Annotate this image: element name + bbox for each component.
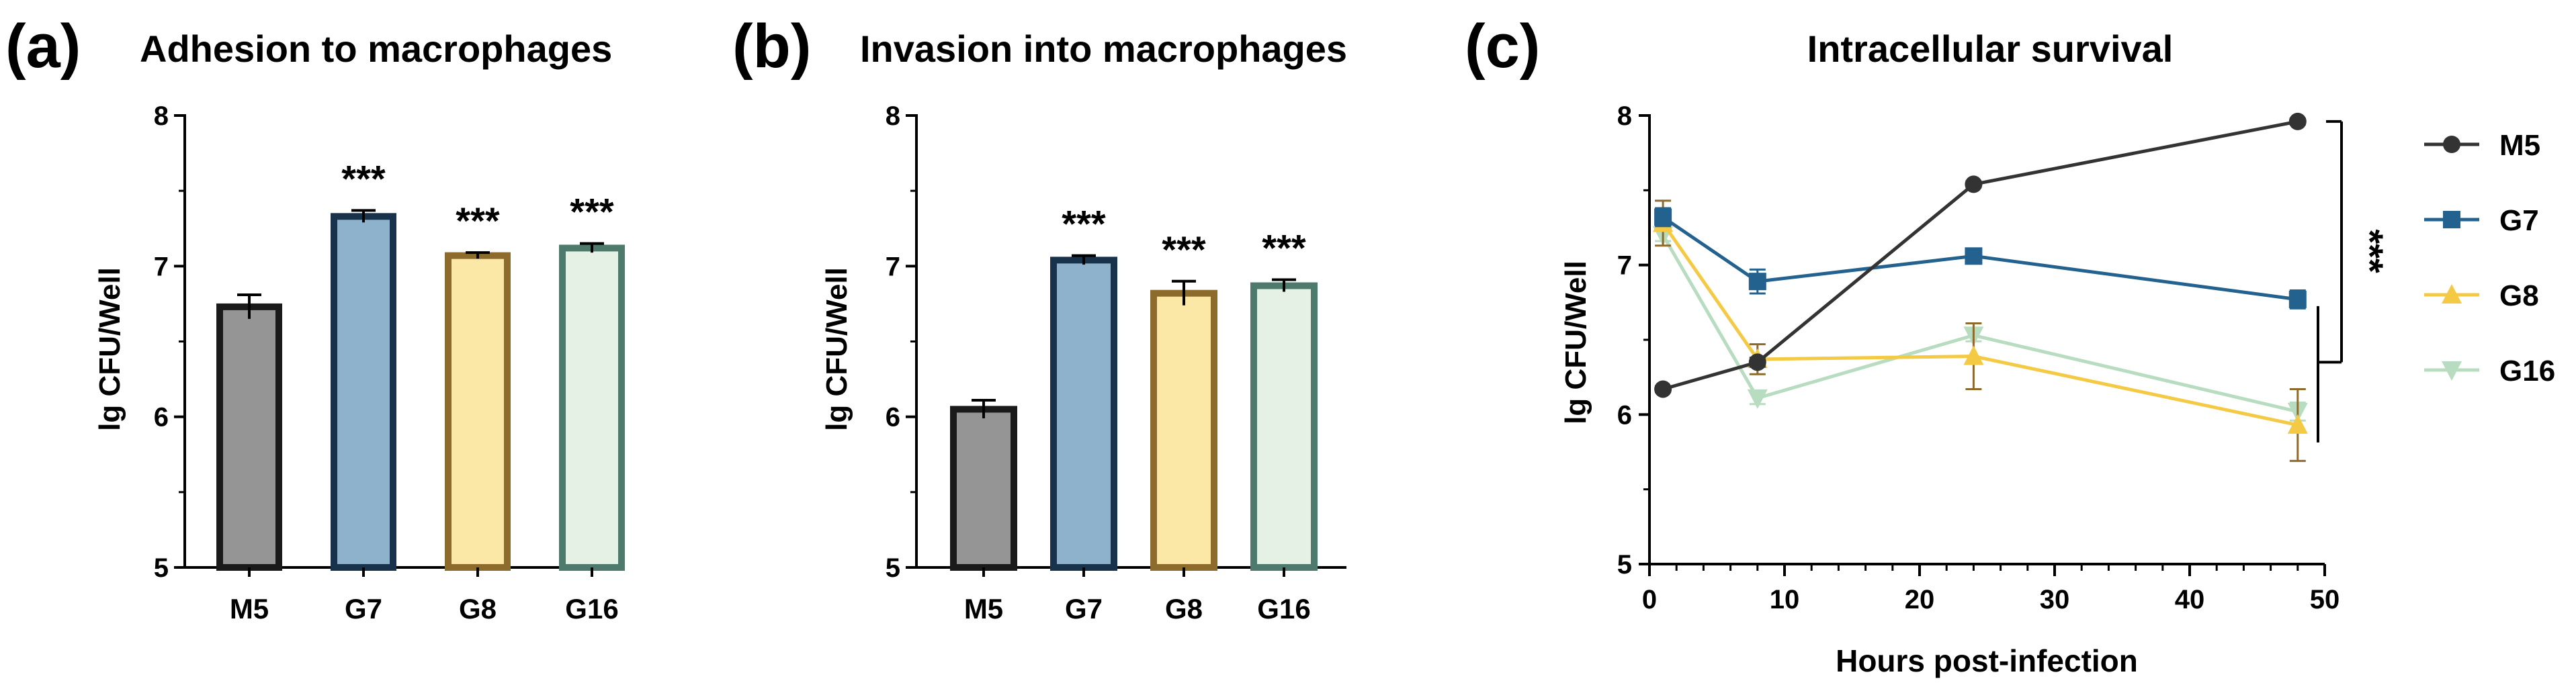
- panel-b-significance-marker: ***: [1062, 203, 1106, 245]
- panel-c-point-g7: [1654, 208, 1672, 226]
- panel-c-line-g16: [1661, 234, 2299, 414]
- panel-a-y-tick-label: 8: [154, 101, 169, 131]
- panel-c-x-axis-label: Hours post-infection: [1836, 643, 2138, 678]
- panel-b-label: (b): [732, 12, 811, 81]
- panel-a-category-label: M5: [230, 593, 269, 625]
- panel-a-y-axis-label: lg CFU/Well: [93, 267, 126, 431]
- panel-b-bar-g16: [1250, 282, 1318, 571]
- panel-a-adhesion: (a) Adhesion to macrophages lg CFU/Well …: [5, 12, 625, 625]
- panel-b-category-label: G7: [1065, 593, 1103, 625]
- panel-c-point-g7: [1748, 273, 1766, 291]
- panel-b-y-tick-label: 7: [886, 252, 900, 281]
- legend-label-g16: G16: [2499, 355, 2555, 387]
- panel-c-x-tick-label: 0: [1642, 585, 1657, 614]
- panel-c-point-g7: [1965, 247, 1983, 265]
- panel-b-bar-g8: [1150, 289, 1217, 571]
- panel-a-title: Adhesion to macrophages: [140, 28, 612, 70]
- panel-b-bar-g7: [1050, 257, 1117, 571]
- panel-c-x-tick-label: 30: [2040, 585, 2070, 614]
- panel-c-point-g8: [2287, 414, 2308, 434]
- panel-a-bar-m5: [216, 303, 282, 571]
- legend-marker-m5: [2443, 136, 2460, 153]
- panel-c-point-m5: [1748, 353, 1766, 371]
- panel-a-y-tick-label: 5: [154, 553, 169, 583]
- panel-c-point-m5: [2288, 112, 2307, 130]
- panel-c-line-g8: [1662, 222, 2299, 427]
- panel-b-invasion: (b) Invasion into macrophages lg CFU/Wel…: [732, 12, 1347, 625]
- panel-c-series-m5: [1654, 112, 2307, 398]
- panel-c-x-tick-label: 10: [1770, 585, 1800, 614]
- panel-a-category-label: G8: [459, 593, 497, 625]
- panel-b-y-axis-label: lg CFU/Well: [820, 267, 853, 431]
- panel-a-category-label: G7: [345, 593, 382, 625]
- panel-b-significance-marker: ***: [1262, 227, 1306, 269]
- panel-c-point-m5: [1654, 380, 1672, 398]
- panel-c-x-tick-label: 20: [1905, 585, 1935, 614]
- panel-b-y-tick-label: 8: [886, 101, 900, 131]
- panel-c-line-g7: [1662, 216, 2299, 302]
- panel-a-y-tick-label: 6: [154, 403, 169, 432]
- panel-c-legend: M5 G7 G8 G16: [2424, 129, 2555, 387]
- panel-b-category-label: M5: [964, 593, 1003, 625]
- panel-c-survival: (c) Intracellular survival lg CFU/Well H…: [1465, 12, 2555, 678]
- panel-a-bar-g7: [331, 213, 396, 571]
- panel-b-title: Invasion into macrophages: [860, 28, 1347, 70]
- panel-b-category-label: G16: [1257, 593, 1310, 625]
- panel-c-line-m5: [1662, 120, 2299, 391]
- panel-a-y-tick-label: 7: [154, 252, 169, 281]
- panel-c-series-g7: [1654, 207, 2307, 310]
- panel-c-significance: ***: [2349, 229, 2391, 273]
- panel-a-significance-marker: ***: [341, 157, 386, 199]
- panel-b-significance-marker: ***: [1162, 228, 1206, 271]
- panel-c-x-tick-label: 50: [2310, 585, 2340, 614]
- legend-marker-g8: [2442, 284, 2462, 304]
- panel-b-category-label: G8: [1165, 593, 1203, 625]
- panel-a-label: (a): [5, 12, 81, 81]
- legend-marker-g7: [2443, 211, 2460, 228]
- panel-b-y-tick-label: 5: [886, 553, 900, 583]
- legend-label-g8: G8: [2499, 279, 2539, 312]
- panel-b-bar-m5: [950, 406, 1017, 571]
- panel-c-label: (c): [1465, 12, 1540, 81]
- panel-c-title: Intracellular survival: [1807, 28, 2174, 70]
- panel-a-bar-g8: [445, 252, 511, 571]
- panel-c-y-tick-label: 6: [1617, 400, 1632, 430]
- legend-label-g7: G7: [2499, 204, 2539, 237]
- panel-a-significance-marker: ***: [456, 199, 500, 242]
- panel-c-point-g7: [2288, 290, 2307, 308]
- panel-c-point-g16: [1747, 389, 1768, 409]
- panel-c-y-axis-label: lg CFU/Well: [1559, 261, 1592, 424]
- panel-c-point-g8: [1963, 345, 1984, 365]
- panel-a-significance-marker: ***: [570, 191, 614, 233]
- panel-c-y-tick-label: 7: [1617, 251, 1632, 281]
- legend-label-m5: M5: [2499, 129, 2540, 162]
- panel-a-category-label: G16: [565, 593, 618, 625]
- panel-b-y-tick-label: 6: [886, 403, 900, 432]
- panel-c-x-tick-label: 40: [2175, 585, 2205, 614]
- panel-c-y-tick-label: 5: [1617, 550, 1632, 580]
- panel-a-bar-g16: [559, 244, 625, 571]
- legend-marker-g16: [2442, 361, 2462, 381]
- panel-c-y-tick-label: 8: [1617, 101, 1632, 131]
- panel-c-point-m5: [1965, 175, 1983, 193]
